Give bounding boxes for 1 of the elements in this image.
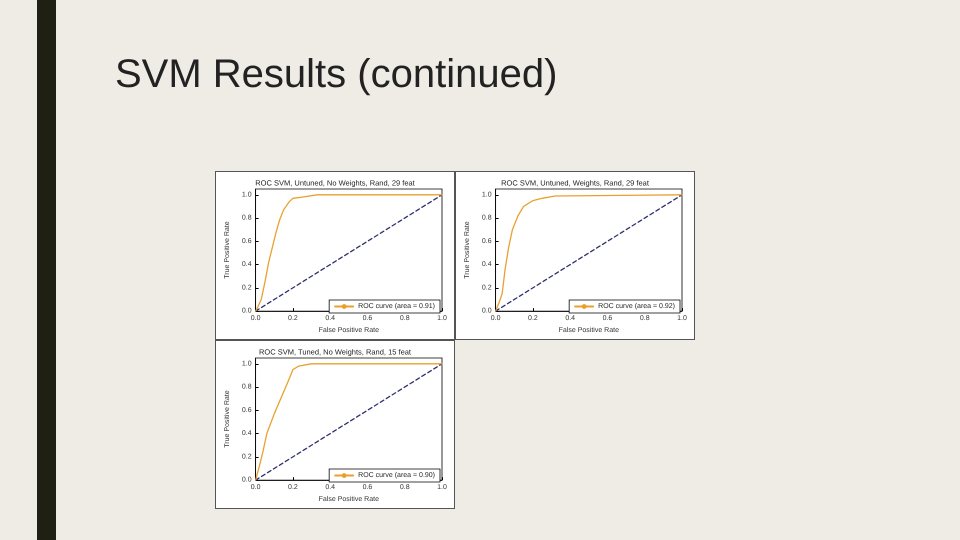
text: SVM Results (continued) — [115, 52, 558, 97]
